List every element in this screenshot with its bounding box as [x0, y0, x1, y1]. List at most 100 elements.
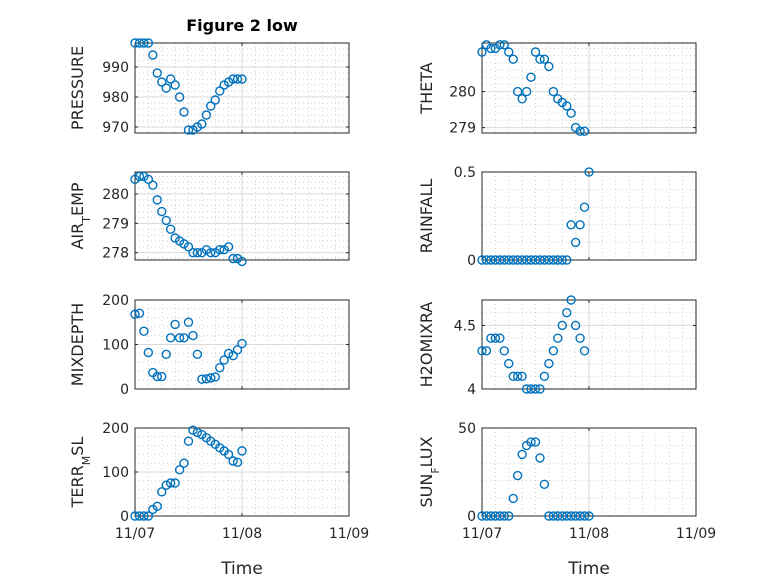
data-point — [579, 511, 590, 521]
data-point — [174, 465, 185, 475]
data-point — [228, 456, 238, 466]
data-point — [512, 470, 523, 481]
x-tick-label: 11/07 — [115, 526, 155, 542]
data-point — [584, 511, 594, 521]
data-point — [165, 224, 176, 234]
y-tick-label: 278 — [102, 246, 129, 262]
data-point — [161, 349, 171, 359]
data-point — [139, 38, 149, 48]
data-point — [570, 320, 581, 331]
data-point — [237, 74, 247, 84]
data-point — [579, 126, 590, 136]
data-point — [517, 371, 527, 381]
subplot-8: 11/07 11/08 11/09 0 50 SUNFLUX Time — [417, 421, 716, 579]
data-point — [152, 195, 162, 205]
data-point — [579, 202, 590, 212]
data-point — [526, 72, 536, 82]
data-point — [134, 511, 145, 521]
data-point — [210, 372, 220, 382]
data-point — [499, 511, 509, 521]
data-point — [535, 384, 545, 394]
data-point — [183, 436, 194, 446]
data-point — [570, 511, 581, 521]
data-point — [553, 511, 563, 521]
y-tick-label: 4.5 — [454, 318, 476, 334]
data-point — [486, 333, 496, 343]
data-point — [490, 333, 501, 343]
data-point — [495, 255, 505, 265]
data-point — [183, 242, 194, 252]
data-point — [584, 167, 594, 177]
data-point — [477, 346, 487, 356]
y-axis-label: AIRTEMP — [68, 182, 93, 249]
data-point — [157, 371, 167, 382]
y-tick-label: 100 — [102, 465, 129, 481]
data-point — [539, 54, 550, 64]
data-point — [237, 338, 247, 349]
data-point — [508, 255, 518, 265]
y-axis-label: THETA — [417, 62, 436, 114]
data-point — [148, 180, 158, 190]
data-point — [530, 47, 541, 57]
data-point — [192, 427, 203, 438]
data-point — [490, 255, 501, 265]
data-point — [495, 333, 505, 343]
data-point — [157, 487, 167, 497]
data-point — [188, 425, 198, 435]
y-tick-label: 279 — [102, 216, 129, 232]
data-point — [504, 47, 514, 57]
subplot-5: 0 100 200 MIXDEPTH — [68, 293, 350, 398]
data-point — [539, 371, 550, 381]
data-point — [486, 43, 496, 54]
data-point — [188, 330, 198, 341]
data-point — [521, 86, 532, 97]
data-point — [152, 68, 162, 78]
data-point — [143, 511, 154, 521]
data-point — [165, 478, 176, 488]
data-point — [504, 511, 514, 521]
y-tick-label: 200 — [102, 293, 129, 309]
data-point — [197, 374, 207, 384]
data-point — [553, 333, 563, 343]
data-point — [219, 355, 229, 365]
data-point — [535, 453, 545, 463]
data-point — [495, 511, 505, 521]
data-point — [143, 174, 154, 185]
data-point — [174, 333, 185, 343]
y-tick-label: 0 — [120, 382, 129, 398]
data-point — [566, 108, 576, 118]
data-point — [161, 83, 171, 93]
y-axis-label: MIXDEPTH — [68, 303, 87, 386]
data-point — [192, 349, 203, 359]
data-point — [566, 220, 576, 230]
data-point — [530, 255, 541, 265]
data-point — [206, 373, 216, 383]
data-point — [174, 92, 185, 102]
data-point — [539, 479, 550, 490]
x-axis-label: Time — [567, 559, 610, 579]
data-point — [544, 61, 554, 72]
data-point — [139, 511, 149, 521]
data-point — [161, 480, 171, 490]
data-point — [165, 333, 176, 343]
data-point — [477, 511, 487, 521]
data-point — [539, 255, 550, 265]
data-point — [192, 247, 203, 258]
data-point — [170, 80, 180, 90]
data-point — [512, 255, 523, 265]
y-tick-label: 0 — [467, 509, 476, 525]
data-point — [557, 255, 567, 265]
data-point — [134, 38, 145, 48]
data-point — [143, 347, 154, 358]
data-point — [557, 511, 567, 521]
data-point — [512, 86, 523, 97]
data-point — [130, 511, 140, 521]
data-point — [575, 220, 585, 230]
data-point — [579, 346, 590, 356]
data-point — [530, 437, 541, 447]
data-point — [215, 245, 225, 255]
y-tick-label: 200 — [102, 421, 129, 437]
y-tick-label: 280 — [449, 85, 476, 101]
data-point — [237, 446, 247, 456]
data-point — [517, 94, 527, 104]
